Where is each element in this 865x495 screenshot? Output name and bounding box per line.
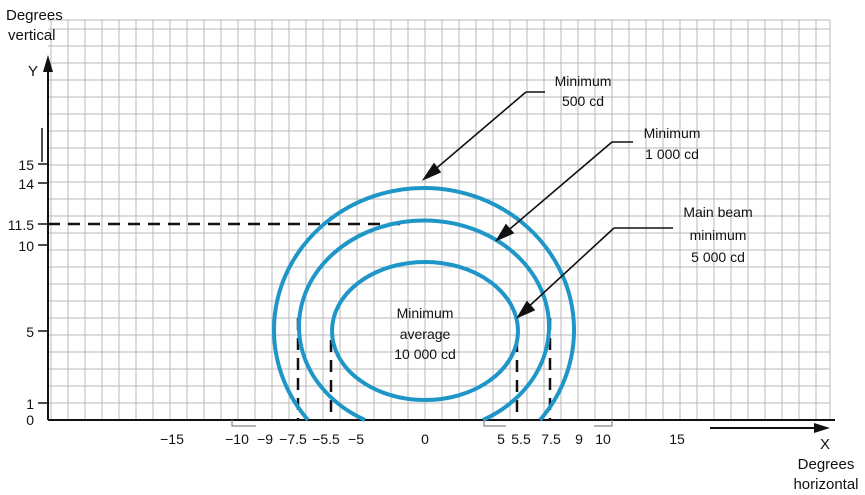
x-tick-neg9: −9 [257,431,273,447]
x-axis-letter: X [820,436,830,453]
callout-1000-line1: Minimum [644,125,701,141]
y-tick-11-5: 11.5 [8,217,34,233]
callout-1000-line2: 1 000 cd [645,146,699,162]
callout-arrow-500 [431,91,527,173]
callout-500-line1: Minimum [555,73,612,89]
callout-arrows [421,91,673,319]
callout-5000-line1: Main beam [683,204,752,220]
y-axis-title-line2: vertical [8,27,56,44]
center-label-line2: average [400,326,451,342]
callout-500-line2: 500 cd [562,93,604,109]
x-bracket-neg10 [231,420,256,427]
x-tick-0: 0 [421,431,429,447]
y-tick-10: 10 [18,238,34,254]
callout-5000-line2: minimum [690,227,747,243]
x-tick-5-5: 5.5 [511,431,531,447]
x-tick-brackets [231,420,613,427]
callout-arrow-1000 [503,141,613,235]
x-bracket-5 [483,420,506,427]
x-axis-title-line1: Degrees [798,456,855,473]
x-tick-neg5: −5 [348,431,364,447]
contours [272,186,576,422]
contour-5000cd [330,260,520,402]
callout-arrow-500-icon [421,162,442,181]
center-label-line1: Minimum [397,305,454,321]
x-tick-labels: −15 −10 −9 −7.5 −5.5 −5 0 5 5.5 7.5 9 10… [160,431,685,447]
contour-1000cd [297,218,551,422]
callout-arrow-1000-icon [495,223,515,242]
y-tick-labels: 15 14 11.5 10 5 1 0 [8,157,34,428]
y-axis-title-line1: Degrees [6,7,63,24]
contour-500cd [272,186,576,422]
callout-arrow-5000 [524,227,615,311]
callout-labels: Minimum 500 cd Minimum 1 000 cd Main bea… [394,73,752,362]
x-tick-neg15: −15 [160,431,184,447]
x-axis-arrow-icon [814,423,830,433]
x-tick-5: 5 [497,431,505,447]
y-tick-0: 0 [26,412,34,428]
x-tick-neg10: −10 [225,431,249,447]
x-bracket-10 [594,420,613,427]
x-tick-10: 10 [595,431,611,447]
axes [43,55,835,433]
dashed-guides [48,222,552,420]
callout-5000-line3: 5 000 cd [691,249,745,265]
center-label-line3: 10 000 cd [394,346,456,362]
x-tick-9: 9 [575,431,583,447]
y-tick-15: 15 [18,157,34,173]
axis-titles: Degrees vertical Y X Degrees horizontal [6,7,859,493]
y-tick-5: 5 [26,324,34,340]
x-tick-neg7-5: −7.5 [279,431,307,447]
x-tick-neg5-5: −5.5 [312,431,340,447]
y-axis-arrow-icon [43,55,53,72]
y-tick-1: 1 [26,396,34,412]
x-tick-15: 15 [669,431,685,447]
y-ticks [38,128,48,404]
x-tick-7-5: 7.5 [541,431,561,447]
y-axis-letter: Y [28,63,38,80]
x-axis-title-line2: horizontal [793,476,858,493]
callout-arrow-5000-icon [516,300,536,319]
y-tick-14: 14 [18,176,34,192]
